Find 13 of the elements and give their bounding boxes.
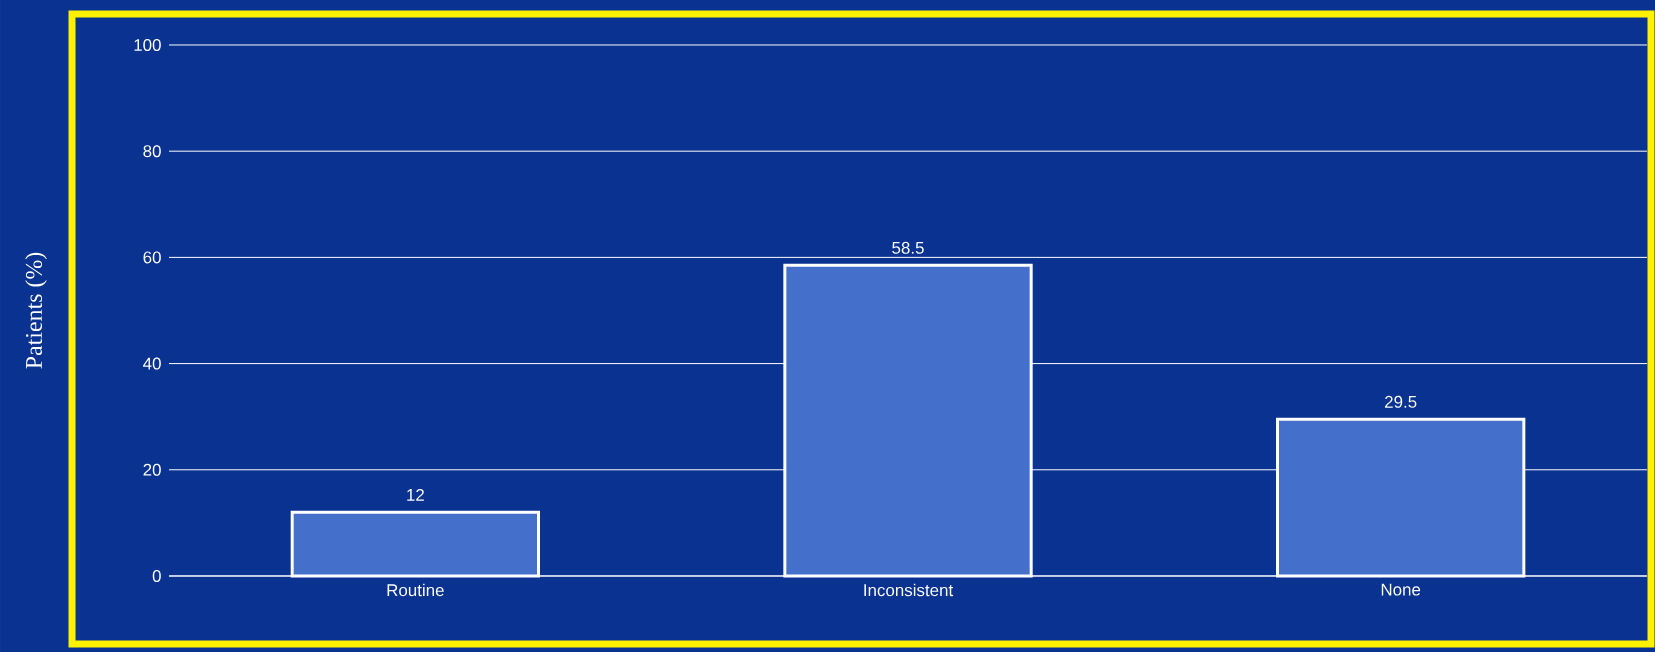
x-tick-label: None <box>1381 583 1421 596</box>
y-tick-label: 80 <box>143 145 161 158</box>
y-tick-label: 0 <box>152 569 161 582</box>
y-tick-label: 100 <box>134 38 161 51</box>
data-label: 29.5 <box>1385 395 1417 408</box>
data-label: 12 <box>407 488 424 501</box>
y-tick-label: 20 <box>143 463 161 476</box>
data-label: 58.5 <box>892 241 924 254</box>
x-tick-label: Inconsistent <box>864 583 954 597</box>
x-tick-label: Routine <box>387 583 444 597</box>
y-tick-label: 40 <box>143 357 161 370</box>
y-axis-title: Patients (%) <box>25 252 47 369</box>
y-tick-label: 60 <box>143 251 161 264</box>
